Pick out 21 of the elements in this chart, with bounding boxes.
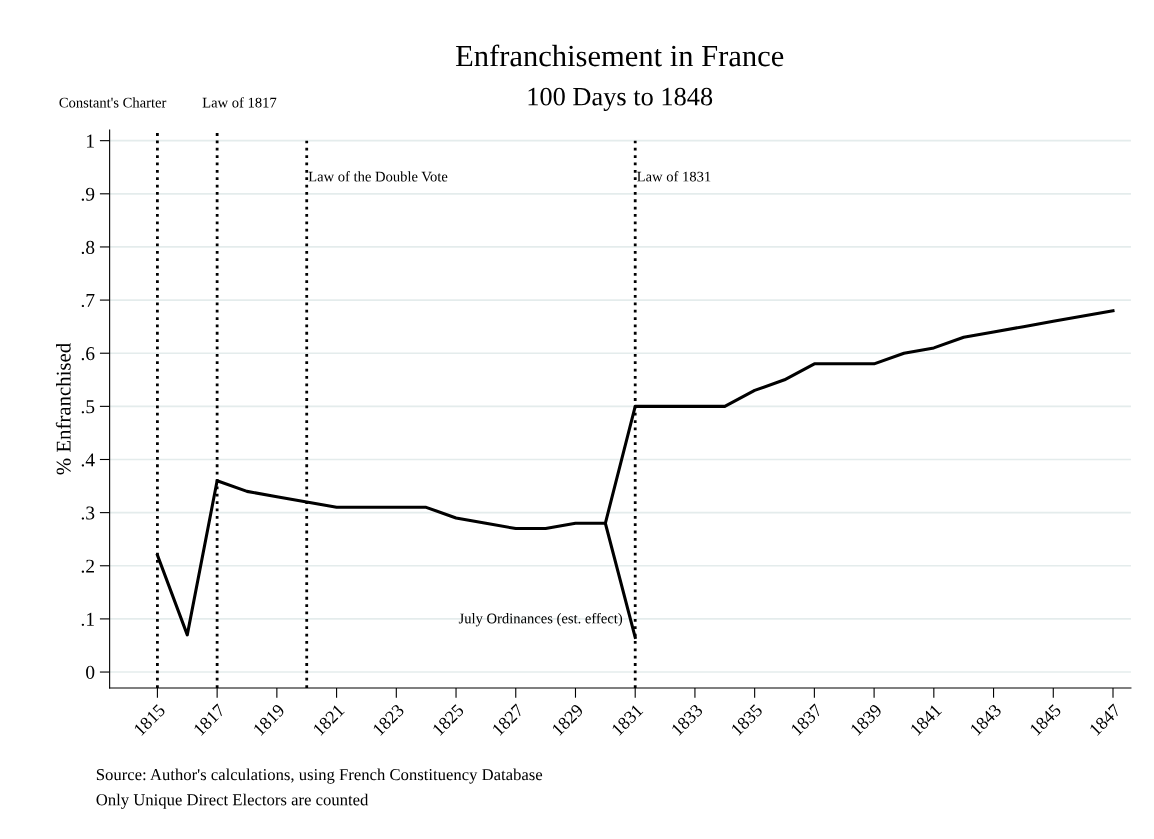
annotation: July Ordinances (est. effect) xyxy=(458,612,623,627)
ref-line-label: Law of 1831 xyxy=(637,171,711,182)
y-tick-label: .9 xyxy=(81,187,95,201)
y-tick-label: .2 xyxy=(81,559,94,573)
y-tick-label: .7 xyxy=(81,294,95,308)
chart-title: Enfranchisement in France xyxy=(455,44,784,67)
y-tick-label: .8 xyxy=(81,240,95,254)
source-note: Source: Author's calculations, using French Constituency Database xyxy=(96,768,543,784)
y-axis-title: % Enfranchised xyxy=(55,343,71,475)
y-tick-label: .6 xyxy=(81,347,95,361)
y-tick-label: 0 xyxy=(86,665,95,679)
y-tick-label: .1 xyxy=(81,612,94,626)
y-tick-label: .5 xyxy=(81,400,95,414)
ref-line-label: Constant's Charter xyxy=(59,97,167,108)
chart-subtitle: 100 Days to 1848 xyxy=(528,87,713,111)
text: Only Unique Direct Electors are counted xyxy=(96,793,369,809)
ref-line-label: Law of the Double Vote xyxy=(308,171,448,182)
y-tick-label: .3 xyxy=(81,506,95,520)
ref-line-label: Law of 1817 xyxy=(202,97,277,108)
y-tick-label: .4 xyxy=(81,453,95,467)
y-tick-label: 1 xyxy=(87,134,94,148)
